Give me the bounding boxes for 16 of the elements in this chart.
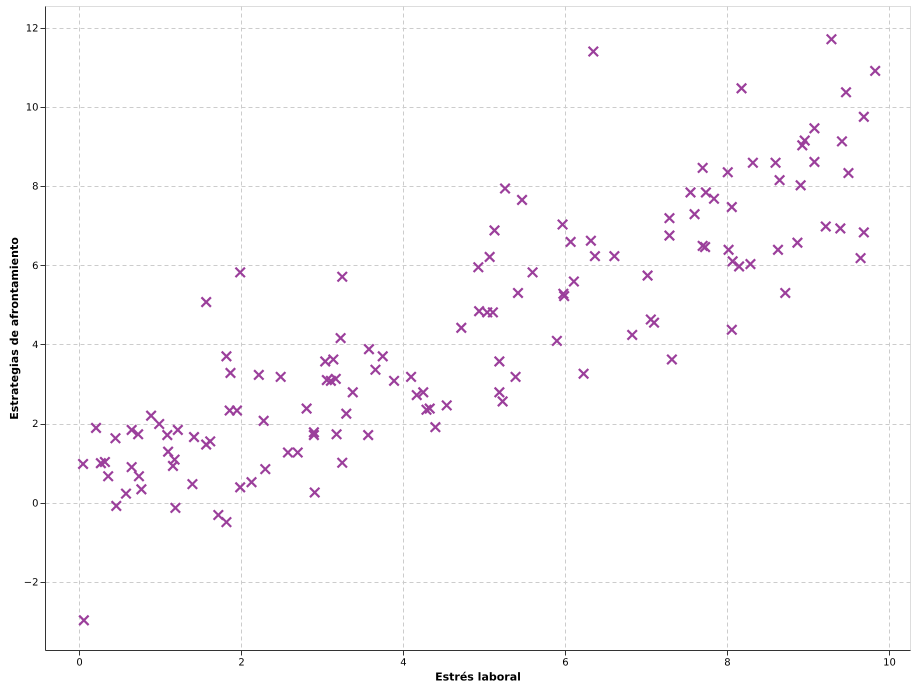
y-tick-label: 8 [32,182,38,193]
y-tick-label: 6 [32,260,38,272]
x-tick-label: 4 [400,658,407,668]
x-tick-label: 0 [76,658,83,668]
x-tick-label: 2 [238,658,245,668]
y-tick-label: 2 [32,419,38,430]
y-tick-label: 10 [26,102,38,114]
y-tick-label: 4 [32,340,38,351]
y-axis-title: Estrategias de afrontamiento [8,236,21,420]
x-axis-title: Estrés laboral [435,670,521,684]
y-tick-label: 12 [26,23,38,34]
y-tick-label: 0 [32,498,38,510]
x-tick-label: 8 [724,658,731,668]
x-tick-label: 6 [562,658,569,668]
x-tick-label: 10 [883,658,896,668]
y-tick-label: −2 [24,577,38,588]
